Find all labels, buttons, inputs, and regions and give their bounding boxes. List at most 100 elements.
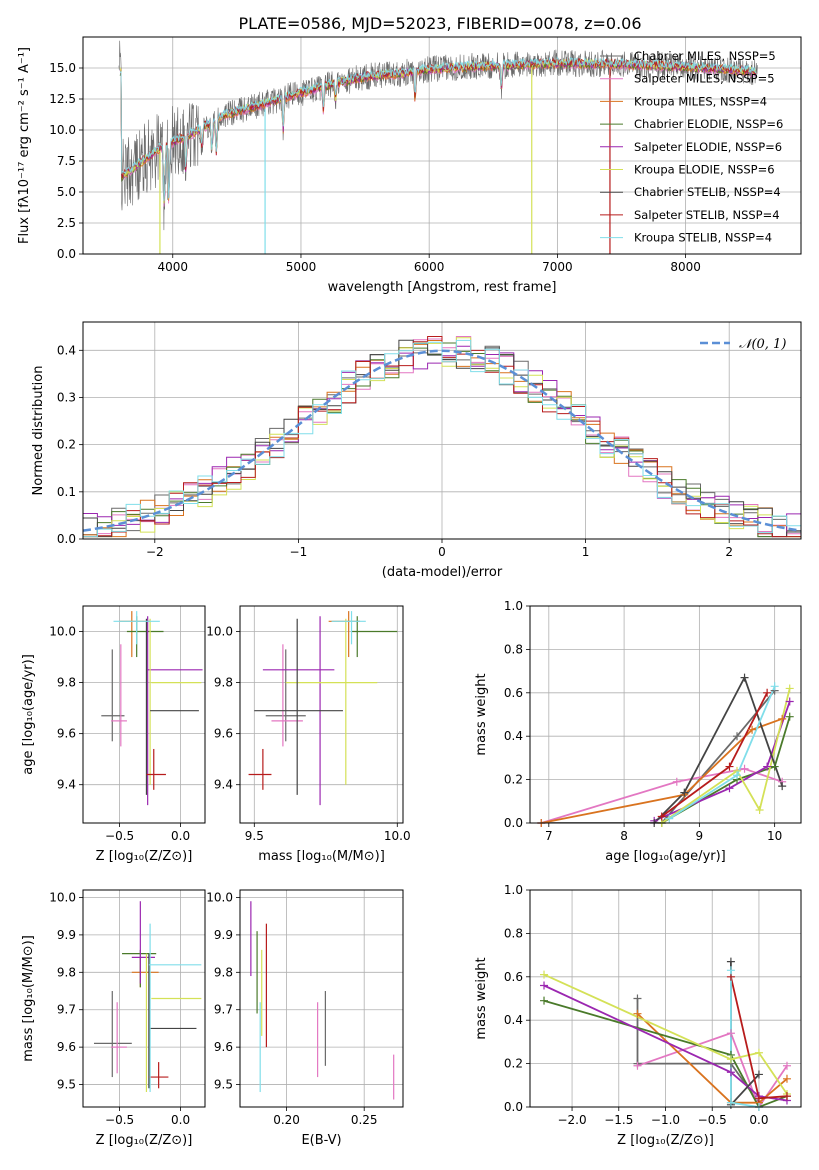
legend-entry: Kroupa STELIB, NSSP=4 <box>634 231 772 245</box>
legend-entry: Chabrier MILES, NSSP=5 <box>634 49 776 63</box>
weight-series-line <box>541 767 783 823</box>
weight-series-line <box>661 692 768 818</box>
panel-residuals: −2 −1 0 1 2 0.0 0.1 0.2 0.3 0.4 𝒩(0, 1) (data-model… <box>31 321 802 580</box>
legend-entry: Salpeter ELODIE, NSSP=6 <box>634 140 782 154</box>
x-tick-label: 0.20 <box>273 1113 300 1127</box>
y-tick-label: 0.1 <box>57 485 76 499</box>
weight-point-marker <box>540 996 549 1005</box>
y-tick-label: 9.8 <box>57 965 76 979</box>
x-axis-label: E(B-V) <box>301 1133 341 1148</box>
y-tick-label: 1.0 <box>504 883 523 897</box>
y-tick-label: 5.0 <box>57 185 76 199</box>
residual-histogram <box>83 336 801 538</box>
axes-frame <box>239 605 404 824</box>
x-tick-label: 0.0 <box>171 829 190 843</box>
y-tick-label: 9.5 <box>57 1078 76 1092</box>
weight-point-marker <box>540 970 549 979</box>
panel-mass-weight-vs-age: 7 8 9 10 0.0 0.2 0.4 0.6 0.8 1.0 age [log₁₀(age/yr… <box>474 599 802 864</box>
weight-point-marker <box>725 784 734 793</box>
y-tick-label: 9.8 <box>57 676 76 690</box>
x-tick-label: −2.0 <box>557 1113 586 1127</box>
y-tick-label: 9.9 <box>214 928 233 942</box>
y-tick-label: 10.0 <box>206 890 233 904</box>
weight-point-marker <box>763 762 772 771</box>
axes-frame <box>82 36 802 255</box>
weight-point-marker <box>754 1048 763 1057</box>
weight-point-marker <box>770 762 779 771</box>
y-tick-label: 9.4 <box>214 778 233 792</box>
weight-point-marker <box>726 1055 735 1064</box>
y-tick-label: 10.0 <box>49 890 76 904</box>
weight-series-line <box>541 690 776 823</box>
x-axis-label: (data-model)/error <box>382 565 503 580</box>
y-tick-label: 2.5 <box>57 216 76 230</box>
weight-point-marker <box>633 994 642 1003</box>
y-tick-label: 9.7 <box>57 1003 76 1017</box>
x-tick-label: 1 <box>582 545 590 559</box>
weight-point-marker <box>740 673 749 682</box>
x-tick-label: −0.5 <box>698 1113 727 1127</box>
y-tick-label: 10.0 <box>49 625 76 639</box>
x-tick-label: −1 <box>290 545 308 559</box>
x-tick-label: 0.0 <box>749 1113 768 1127</box>
weight-point-marker <box>540 981 549 990</box>
y-tick-label: 7.5 <box>57 154 76 168</box>
panel-age-vs-mass: 9.5 10.0 9.4 9.6 9.8 10.0 mass [log₁₀(M/M⊙)] <box>206 605 411 864</box>
x-tick-label: −0.5 <box>105 829 134 843</box>
normal-curve <box>83 349 801 532</box>
weight-point-marker <box>748 725 757 734</box>
x-tick-label: 6000 <box>414 260 445 274</box>
weight-point-marker <box>785 697 794 706</box>
x-axis-label: Z [log₁₀(Z/Z⊙)] <box>96 849 193 864</box>
weight-point-marker <box>782 1061 791 1070</box>
y-tick-label: 0.8 <box>504 926 523 940</box>
weight-point-marker <box>770 682 779 691</box>
weight-series-line <box>636 998 760 1104</box>
y-tick-label: 0.0 <box>504 816 523 830</box>
weight-series-line <box>637 1032 788 1107</box>
weight-point-marker <box>633 1009 642 1018</box>
y-tick-label: 9.9 <box>57 928 76 942</box>
weight-point-marker <box>785 712 794 721</box>
y-tick-label: 0.6 <box>504 970 523 984</box>
y-axis-label: Flux [fλ10⁻¹⁷ erg cm⁻² s⁻¹ A⁻¹] <box>17 47 32 244</box>
y-tick-label: 9.8 <box>214 965 233 979</box>
y-tick-label: 12.5 <box>49 92 76 106</box>
weight-point-marker <box>726 1098 735 1107</box>
panels-group: 4000 5000 6000 7000 80000.02.55.07.510.012.5… <box>17 36 802 1148</box>
legend-entry: 𝒩(0, 1) <box>739 337 786 352</box>
x-tick-label: 9 <box>696 829 704 843</box>
weight-point-marker <box>740 764 749 773</box>
weight-series-line <box>543 984 788 1102</box>
y-axis-label: mass [log₁₀(M/M⊙)] <box>21 935 36 1062</box>
axes-frame <box>82 889 206 1108</box>
x-tick-label: −1.5 <box>604 1113 633 1127</box>
panel-spectrum: 4000 5000 6000 7000 8000 0.0 2.5 5.0 7.5 10.0 12.5… <box>17 36 802 295</box>
spectrum-model-line <box>119 56 757 201</box>
weight-point-marker <box>726 966 735 975</box>
y-tick-label: 0.3 <box>57 390 76 404</box>
weight-point-marker <box>672 777 681 786</box>
y-tick-label: 0.2 <box>504 1057 523 1071</box>
axes-frame <box>529 889 802 1108</box>
y-tick-label: 0.2 <box>57 438 76 452</box>
y-axis-label: age [log₁₀(age/yr)] <box>21 654 36 775</box>
panel-mass-vs-Z: −0.5 0.0 9.5 9.6 9.7 9.8 9.9 10.0 Z [log₁₀(Z/Z⊙)… <box>21 889 206 1148</box>
x-tick-label: 2 <box>725 545 733 559</box>
y-tick-label: 0.0 <box>504 1100 523 1114</box>
plot-area-spectrum <box>118 40 758 254</box>
weight-point-marker <box>778 714 787 723</box>
weight-point-marker <box>782 1092 791 1101</box>
y-tick-label: 9.6 <box>57 1040 76 1054</box>
x-tick-label: 0.25 <box>351 1113 378 1127</box>
weight-point-marker <box>665 814 674 823</box>
weight-series-line <box>636 1013 788 1104</box>
y-tick-label: 0.2 <box>504 773 523 787</box>
y-tick-label: 9.5 <box>214 1078 233 1092</box>
weight-series-line <box>543 999 788 1107</box>
weight-point-marker <box>763 688 772 697</box>
axes-frame <box>239 889 404 1108</box>
x-axis-label: age [log₁₀(age/yr)] <box>605 849 726 864</box>
plot-area-mass-weight-vs-age <box>541 675 791 823</box>
plot-area-mass-vs-Z <box>93 901 202 1093</box>
